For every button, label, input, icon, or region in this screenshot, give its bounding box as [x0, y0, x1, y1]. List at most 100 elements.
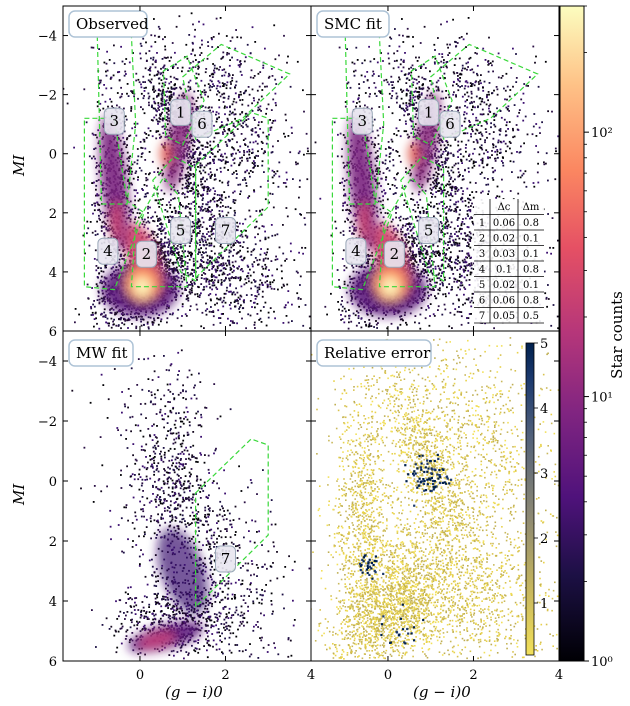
star-point: [246, 125, 249, 128]
star-point: [194, 150, 197, 153]
star-point: [150, 217, 153, 219]
star-point: [203, 189, 205, 192]
star-point: [210, 230, 212, 233]
star-point: [241, 99, 244, 101]
star-point: [202, 154, 205, 156]
star-point: [240, 268, 243, 270]
star-point: [174, 261, 177, 264]
star-point: [261, 148, 263, 150]
star-point: [221, 155, 224, 158]
star-point: [148, 95, 151, 98]
star-point: [212, 222, 215, 225]
star-point: [186, 167, 189, 170]
star-point: [246, 247, 249, 249]
star-point: [285, 207, 288, 209]
star-point: [271, 234, 274, 237]
star-point: [129, 220, 132, 223]
star-point: [198, 296, 201, 298]
star-point: [229, 139, 231, 142]
star-point: [170, 247, 173, 250]
star-point: [169, 204, 172, 206]
star-point: [159, 227, 161, 230]
star-point: [238, 222, 241, 225]
star-point: [246, 169, 248, 172]
star-point: [219, 206, 222, 208]
star-point: [112, 74, 115, 77]
star-point: [181, 292, 184, 295]
star-point: [210, 299, 212, 302]
star-point: [161, 169, 163, 172]
star-point: [103, 276, 106, 279]
star-point: [191, 106, 194, 109]
star-point: [192, 60, 195, 63]
star-point: [209, 298, 212, 301]
star-point: [229, 266, 232, 269]
star-point: [123, 323, 126, 326]
star-point: [208, 280, 210, 283]
star-point: [271, 274, 274, 277]
star-point: [237, 302, 240, 305]
star-point: [153, 74, 156, 77]
star-point: [234, 126, 237, 128]
star-point: [193, 281, 196, 284]
star-point: [215, 120, 218, 123]
star-point: [168, 244, 170, 247]
star-point: [233, 162, 236, 165]
star-point: [278, 161, 281, 164]
star-point: [221, 210, 224, 213]
star-point: [242, 179, 244, 181]
star-point: [272, 206, 275, 209]
star-point: [189, 62, 192, 64]
star-point: [217, 80, 220, 82]
star-point: [258, 227, 261, 230]
star-point: [157, 107, 160, 110]
star-point: [194, 207, 196, 210]
star-point: [153, 116, 156, 119]
star-point: [155, 109, 157, 112]
star-point: [260, 95, 263, 98]
star-point: [100, 192, 103, 194]
star-point: [227, 169, 229, 171]
star-point: [95, 317, 97, 320]
star-point: [264, 230, 266, 233]
star-point: [126, 319, 128, 322]
star-point: [222, 51, 225, 54]
star-point: [163, 242, 165, 245]
star-point: [186, 297, 189, 300]
star-point: [161, 111, 163, 114]
star-point: [96, 201, 99, 204]
star-point: [164, 232, 167, 235]
star-point: [289, 242, 292, 245]
region-2-label: 2: [135, 240, 157, 268]
star-point: [417, 250, 420, 253]
star-point: [130, 107, 133, 110]
star-point: [230, 301, 232, 304]
star-point: [153, 91, 155, 93]
star-point: [244, 234, 247, 237]
star-point: [237, 149, 240, 152]
star-point: [161, 174, 164, 177]
star-point: [212, 284, 214, 287]
star-point: [202, 186, 205, 189]
star-point: [204, 207, 206, 210]
star-point: [357, 317, 360, 319]
star-point: [135, 317, 138, 320]
star-point: [233, 214, 236, 217]
star-point: [91, 182, 93, 184]
star-point: [154, 102, 157, 105]
star-point: [123, 259, 126, 262]
star-point: [246, 264, 249, 267]
star-point: [261, 295, 264, 298]
star-point: [233, 108, 236, 111]
star-point: [134, 172, 137, 174]
star-point: [98, 140, 101, 143]
star-point: [181, 183, 184, 186]
star-point: [233, 244, 235, 246]
star-point: [185, 215, 187, 218]
star-point: [297, 296, 300, 299]
star-point: [121, 322, 123, 324]
star-point: [208, 255, 211, 258]
star-point: [130, 106, 133, 108]
star-point: [396, 229, 399, 232]
